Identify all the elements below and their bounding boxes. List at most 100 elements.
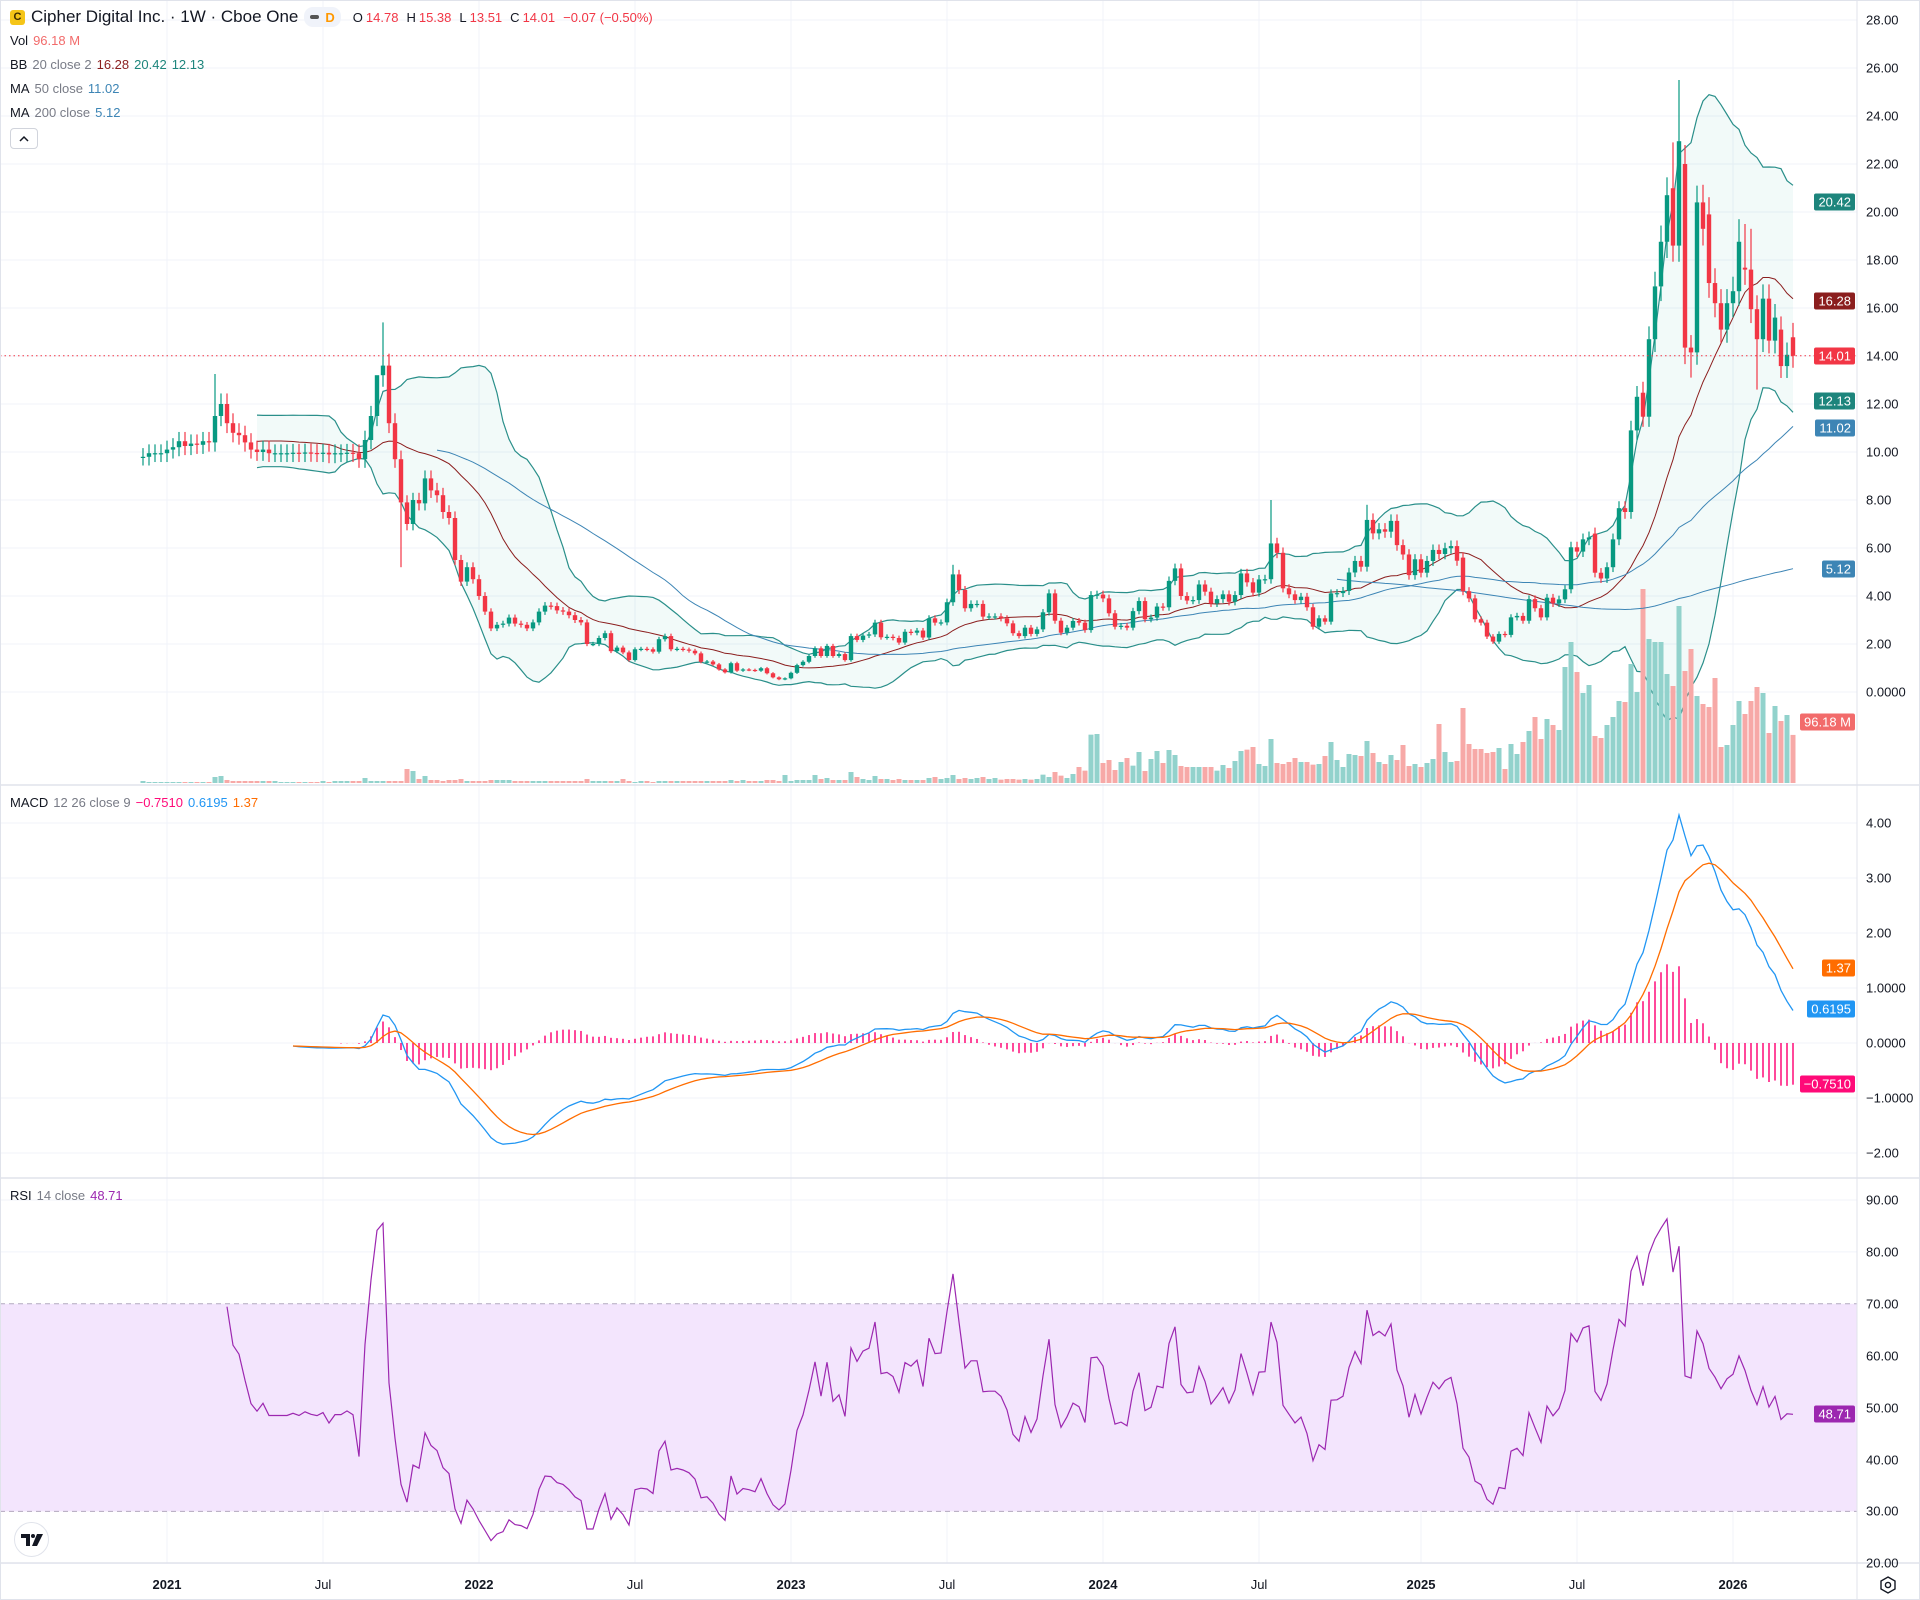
macd-pane-plot — [292, 812, 1794, 1145]
volume-bar — [1634, 692, 1640, 783]
candle-body — [950, 574, 956, 603]
volume-bar — [980, 777, 986, 783]
legend-volume[interactable]: Vol 96.18 M — [10, 33, 80, 48]
volume-bar — [770, 780, 776, 783]
macd-axis-label: 1.0000 — [1866, 980, 1906, 996]
candle-body — [380, 365, 386, 376]
volume-bar — [380, 781, 386, 783]
volume-bar — [1682, 671, 1688, 783]
volume-bar — [818, 779, 824, 783]
legend-macd[interactable]: MACD 12 26 close 9 −0.7510 0.6195 1.37 — [10, 795, 258, 810]
volume-bars — [140, 589, 1796, 783]
candle-body — [1604, 567, 1610, 579]
high-label: H — [406, 9, 416, 25]
volume-bar — [272, 781, 278, 783]
candle-body — [278, 453, 284, 455]
candle-body — [1352, 560, 1358, 573]
candle-body — [338, 453, 344, 455]
settings-gear-icon[interactable] — [1878, 1575, 1898, 1595]
volume-bar — [1136, 752, 1142, 783]
volume-bar — [392, 781, 398, 783]
candle-body — [1382, 529, 1388, 532]
volume-bar — [446, 780, 452, 783]
candle-body — [860, 635, 866, 640]
macd-line — [292, 812, 1794, 1145]
volume-bar — [248, 781, 254, 783]
tradingview-logo[interactable] — [14, 1522, 49, 1557]
volume-bar — [524, 781, 530, 783]
candle-body — [638, 648, 644, 650]
candle-body — [482, 596, 488, 612]
volume-bar — [1226, 768, 1232, 783]
volume-bar — [1184, 767, 1190, 783]
candle-body — [254, 449, 260, 452]
volume-bar — [1130, 765, 1136, 783]
candle-body — [554, 606, 560, 611]
volume-bar — [1064, 778, 1070, 783]
candle-body — [680, 648, 686, 650]
volume-bar — [1352, 755, 1358, 783]
volume-bar — [1688, 649, 1694, 783]
candle-body — [578, 620, 584, 623]
collapse-legend-button[interactable] — [10, 128, 38, 149]
candle-body — [422, 478, 428, 504]
indicator-params: 50 close — [34, 81, 83, 96]
volume-bar — [716, 781, 722, 783]
candle-body — [1142, 601, 1148, 620]
volume-bar — [692, 781, 698, 783]
candle-body — [1628, 430, 1634, 512]
volume-bar — [308, 782, 314, 783]
candle-body — [1184, 596, 1190, 601]
volume-bar — [1118, 762, 1124, 783]
volume-bar — [1742, 714, 1748, 783]
volume-bar — [1670, 686, 1676, 783]
rsi-value: 48.71 — [90, 1188, 123, 1203]
bb-basis-line — [256, 277, 1794, 669]
volume-bar — [344, 781, 350, 783]
candle-body — [1034, 629, 1040, 634]
candle-body — [656, 639, 662, 652]
volume-bar — [950, 775, 956, 783]
volume-bar — [1502, 769, 1508, 783]
candle-body — [1418, 559, 1424, 573]
candle-body — [1178, 568, 1184, 596]
volume-bar — [806, 780, 812, 783]
volume-bar — [788, 781, 794, 783]
volume-bar — [776, 781, 782, 783]
price-axis-label: 8.00 — [1866, 492, 1892, 508]
legend-rsi[interactable]: RSI 14 close 48.71 — [10, 1188, 123, 1203]
time-axis-label: 2022 — [464, 1577, 494, 1592]
candle-body — [1094, 594, 1100, 596]
time-axis-label: Jul — [1250, 1577, 1268, 1592]
candle-body — [1550, 597, 1556, 604]
volume-value: 96.18 M — [33, 33, 81, 48]
volume-bar — [764, 780, 770, 783]
candle-body — [1286, 588, 1292, 595]
volume-bar — [1040, 774, 1046, 783]
badge-bb-lower: 12.13 — [1814, 392, 1855, 410]
volume-bar — [686, 781, 692, 783]
candle-body — [1220, 594, 1226, 600]
candle-body — [272, 453, 278, 455]
volume-bar — [1274, 763, 1280, 783]
legend-bollinger[interactable]: BB 20 close 2 16.28 20.42 12.13 — [10, 57, 204, 72]
volume-bar — [1442, 752, 1448, 783]
volume-bar — [1496, 748, 1502, 783]
legend-ma200[interactable]: MA 200 close 5.12 — [10, 105, 120, 120]
candle-body — [1496, 633, 1502, 642]
candle-body — [1244, 573, 1250, 583]
candle-body — [620, 647, 626, 653]
market-status-pill[interactable]: D — [304, 7, 341, 27]
volume-bar — [1466, 744, 1472, 783]
volume-bar — [1640, 589, 1646, 783]
volume-bar — [1616, 701, 1622, 783]
candle-body — [764, 668, 770, 674]
volume-bar — [1652, 642, 1658, 783]
volume-bar — [968, 779, 974, 783]
legend-ma50[interactable]: MA 50 close 11.02 — [10, 81, 120, 96]
symbol-title[interactable]: Cipher Digital Inc. · 1W · Cboe One — [31, 7, 299, 26]
volume-bar — [1028, 779, 1034, 783]
volume-bar — [824, 778, 830, 783]
candle-body — [1676, 141, 1682, 246]
